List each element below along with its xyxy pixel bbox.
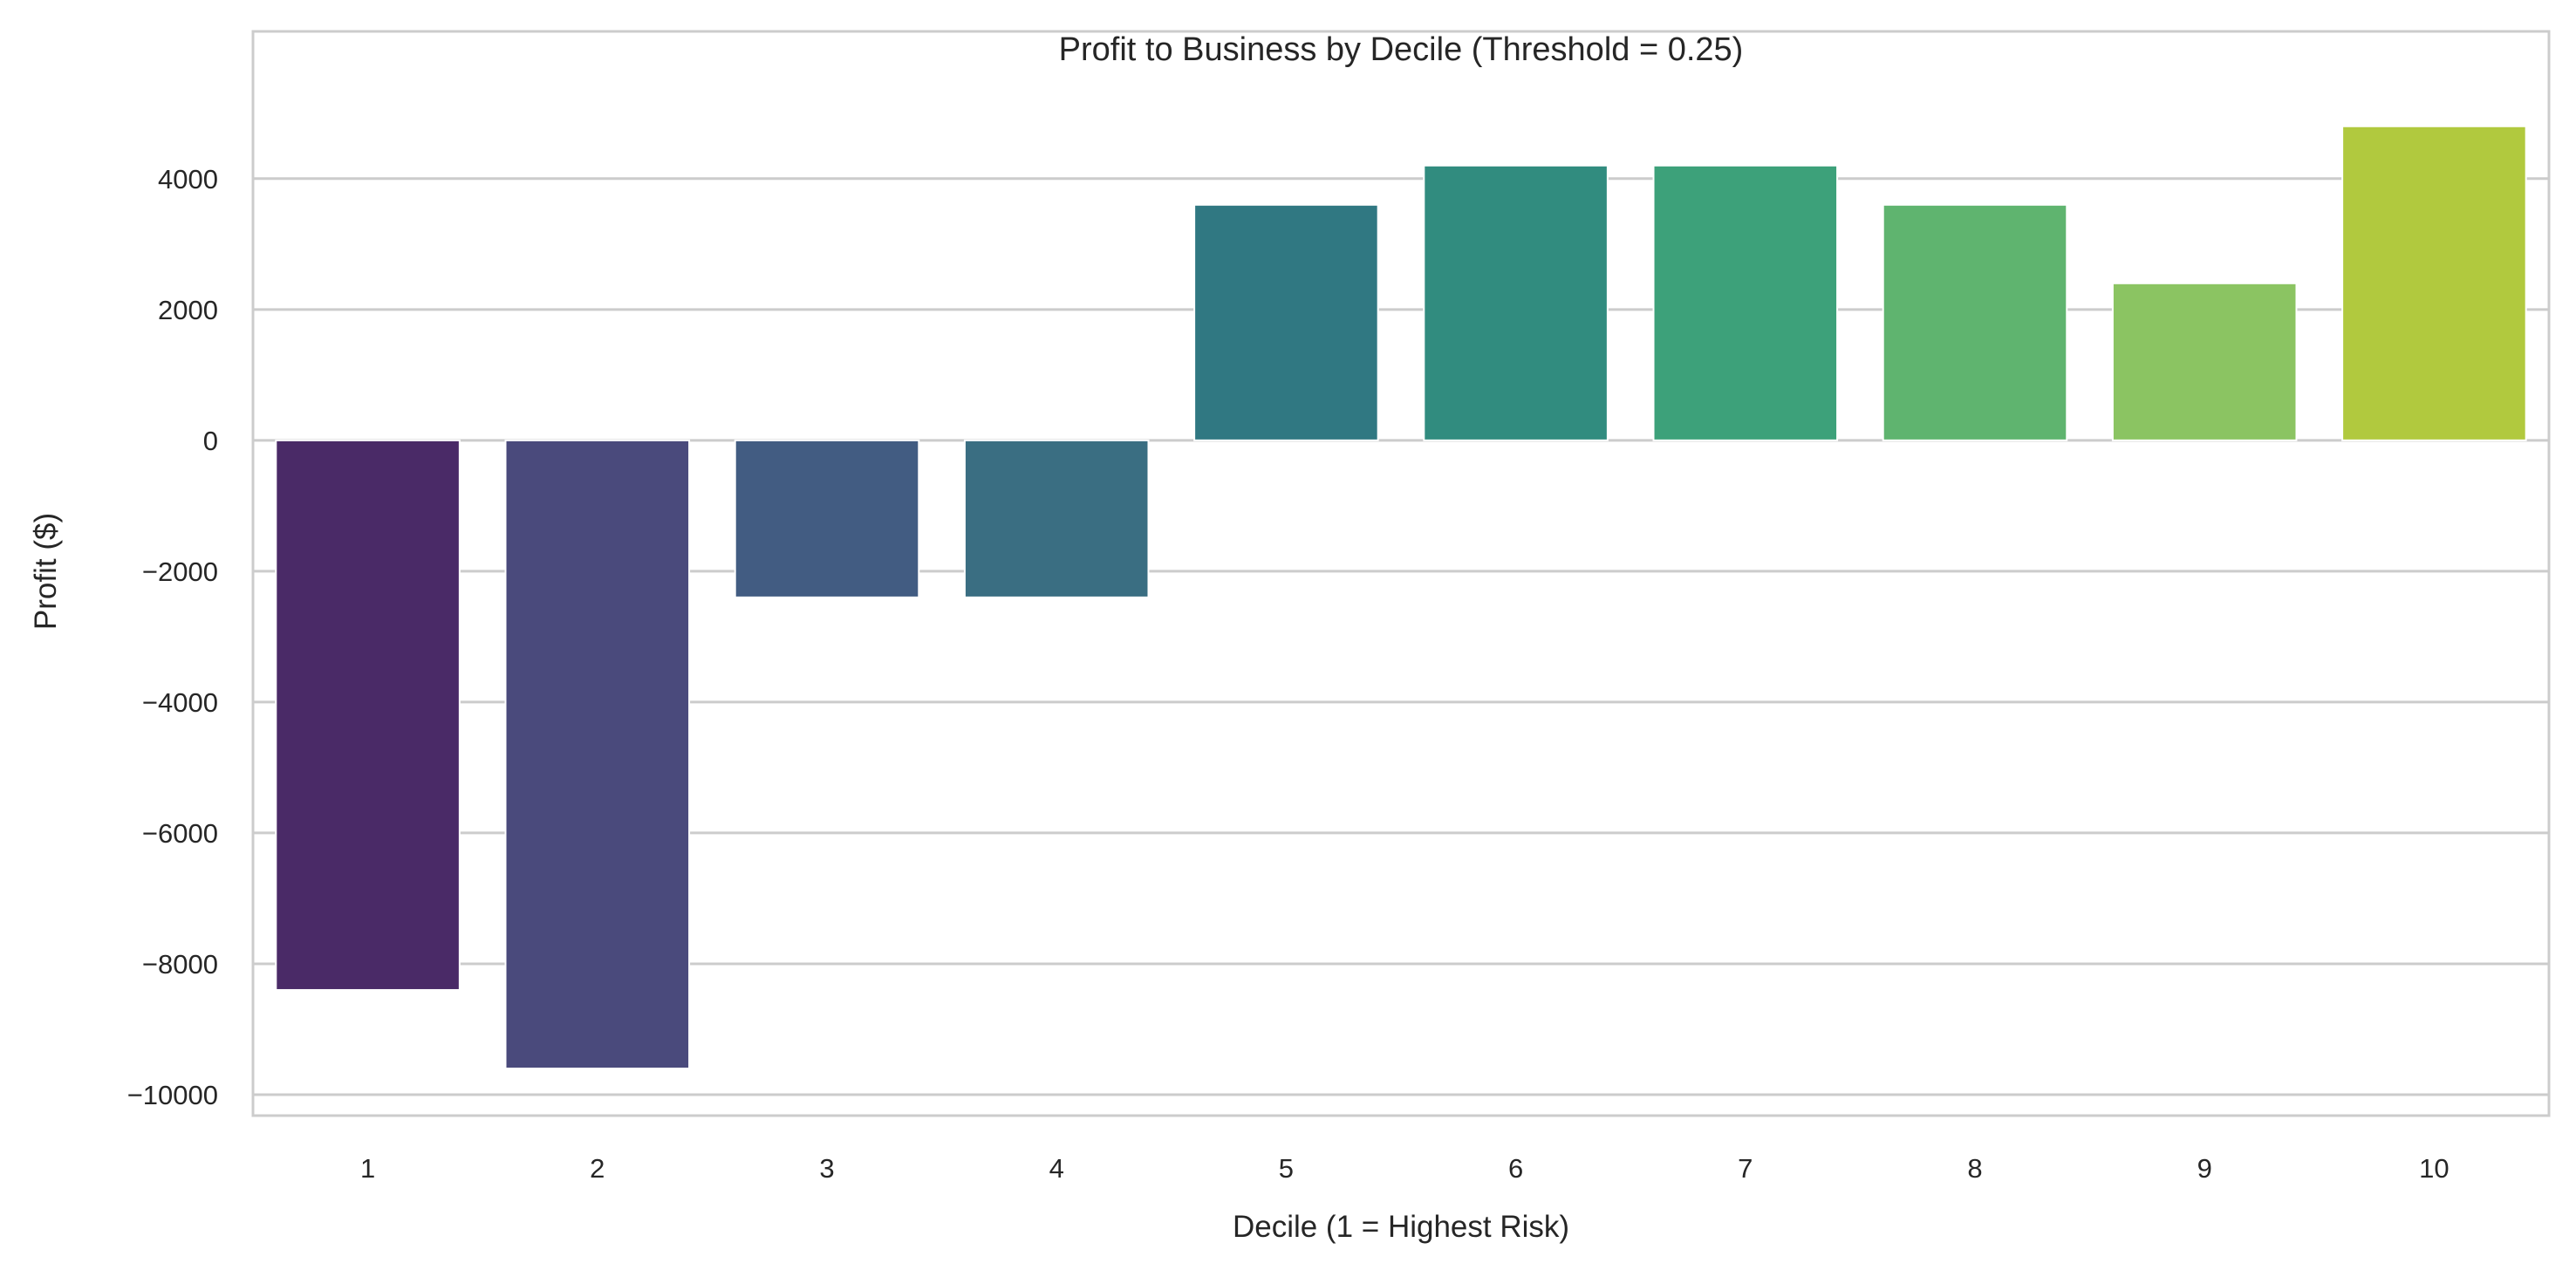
bar-decile-7 bbox=[1652, 164, 1839, 441]
bar-decile-3 bbox=[734, 439, 920, 598]
bar-decile-9 bbox=[2111, 282, 2298, 441]
x-tick-labels: 1 2 3 4 5 6 7 8 9 10 bbox=[360, 1153, 2450, 1184]
x-tick-label: 8 bbox=[1967, 1153, 1982, 1184]
y-tick-label: −6000 bbox=[142, 818, 218, 849]
y-tick-label: 2000 bbox=[158, 295, 218, 325]
x-tick-label: 1 bbox=[360, 1153, 375, 1184]
y-tick-label: 4000 bbox=[158, 164, 218, 195]
plot-frame bbox=[251, 30, 2551, 1117]
bar-decile-6 bbox=[1423, 164, 1609, 441]
y-tick-label: −4000 bbox=[142, 687, 218, 718]
y-tick-label: 0 bbox=[203, 426, 218, 456]
x-tick-label: 2 bbox=[590, 1153, 605, 1184]
y-tick-label: −8000 bbox=[142, 949, 218, 980]
chart-title: Profit to Business by Decile (Threshold … bbox=[1059, 31, 1744, 68]
x-tick-label: 4 bbox=[1049, 1153, 1064, 1184]
x-tick-label: 5 bbox=[1279, 1153, 1294, 1184]
bar-decile-1 bbox=[275, 439, 461, 991]
y-axis-label: Profit ($) bbox=[29, 513, 63, 630]
y-tick-label: −2000 bbox=[142, 556, 218, 587]
x-tick-label: 3 bbox=[819, 1153, 834, 1184]
bar-decile-5 bbox=[1193, 203, 1379, 441]
x-tick-label: 9 bbox=[2197, 1153, 2212, 1184]
bar-decile-4 bbox=[963, 439, 1150, 598]
bar-decile-8 bbox=[1882, 203, 2068, 441]
bar-decile-2 bbox=[504, 439, 691, 1069]
x-tick-label: 6 bbox=[1508, 1153, 1523, 1184]
bar-decile-10 bbox=[2341, 125, 2527, 441]
y-tick-labels: −10000 −8000 −6000 −4000 −2000 0 2000 4000 bbox=[127, 164, 218, 1110]
bars bbox=[275, 125, 2527, 1069]
x-tick-label: 10 bbox=[2419, 1153, 2449, 1184]
x-tick-label: 7 bbox=[1738, 1153, 1753, 1184]
y-tick-label: −10000 bbox=[127, 1080, 218, 1110]
x-axis-label: Decile (1 = Highest Risk) bbox=[1233, 1210, 1569, 1244]
